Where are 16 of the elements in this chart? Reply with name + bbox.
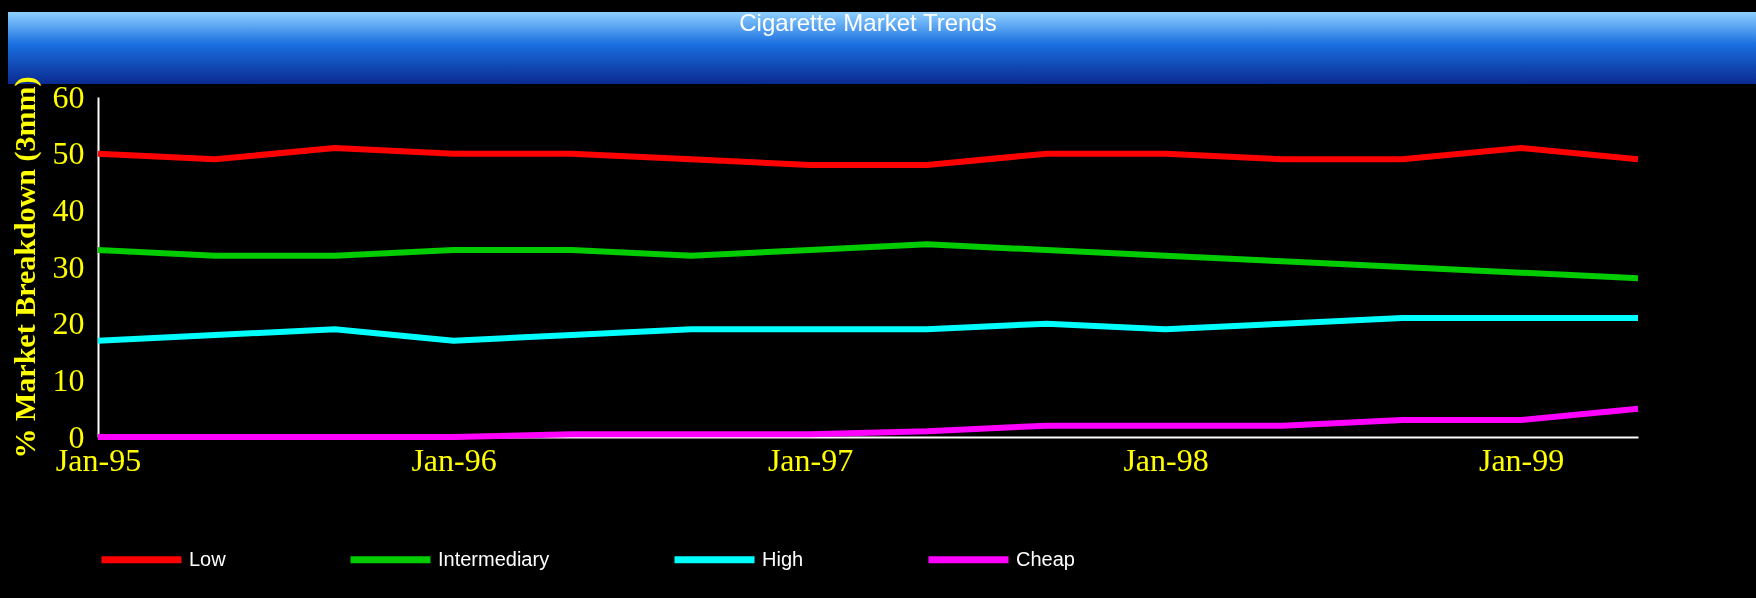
- y-axis-title: % Market Breakdown (3mm): [7, 76, 42, 459]
- legend-label: High: [762, 547, 804, 570]
- y-tick-label: 20: [52, 305, 85, 342]
- chart-title: Cigarette Market Trends: [739, 9, 997, 37]
- y-tick-label: 40: [52, 191, 85, 228]
- y-tick-label: 30: [52, 248, 85, 285]
- x-tick-label: Jan-99: [1478, 441, 1565, 478]
- y-tick-label: 50: [52, 135, 85, 172]
- y-tick-label: 60: [52, 78, 85, 115]
- legend-label: Cheap: [1016, 547, 1075, 570]
- legend-label: Intermediary: [438, 547, 550, 570]
- legend-label: Low: [189, 547, 227, 570]
- x-tick-label: Jan-97: [767, 441, 854, 478]
- x-tick-label: Jan-98: [1123, 441, 1209, 478]
- x-tick-label: Jan-96: [411, 441, 497, 478]
- y-tick-label: 10: [52, 361, 85, 398]
